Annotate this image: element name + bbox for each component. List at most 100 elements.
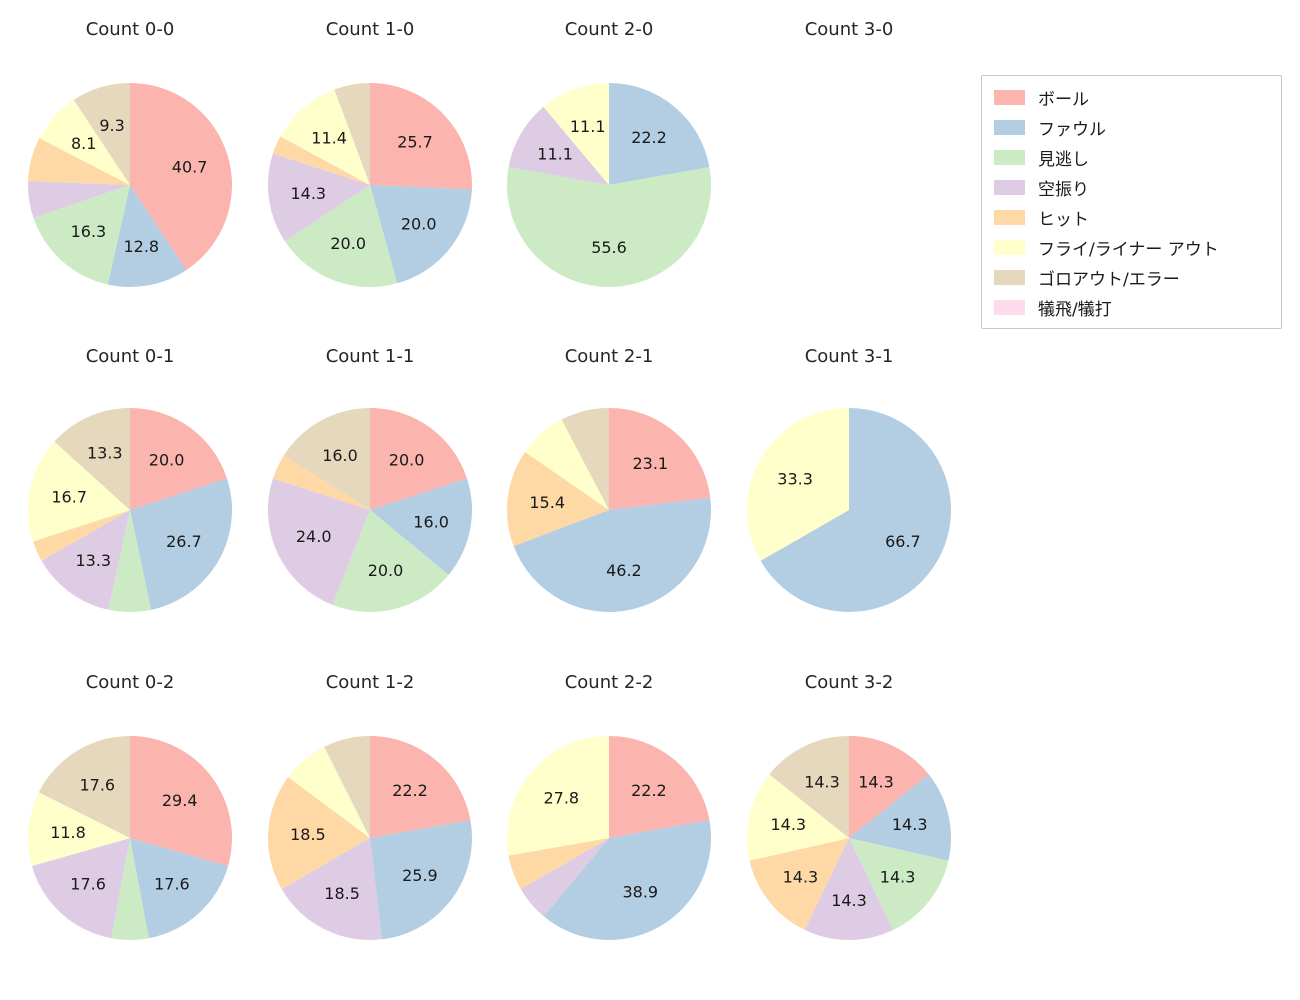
pie-slice-ball: [609, 408, 711, 510]
pie-slice-foul: [130, 478, 233, 610]
pie-slice-hit: [508, 838, 609, 890]
legend-item-foul: ファウル: [994, 116, 1269, 140]
pie-slice-value-label: 24.0: [296, 527, 332, 546]
pie-slice-value-label: 20.0: [330, 234, 366, 253]
pie-slice-ball: [130, 736, 233, 867]
chart-title-count-2-2: Count 2-2: [564, 672, 654, 693]
pie-slice-value-label: 18.5: [324, 884, 360, 903]
chart-title-count-0-1: Count 0-1: [85, 346, 175, 367]
pie-slice-value-label: 40.7: [172, 158, 208, 177]
pie-slice-value-label: 38.9: [622, 882, 658, 901]
pie-count-1-1: 20.0 16.0 20.0 24.0 16.0: [267, 408, 473, 613]
pie-slice-foul: [130, 838, 229, 939]
pie-slice-ball: [370, 408, 468, 510]
pie-slice-groundout-error: [769, 736, 849, 838]
chart-title-count-0-2: Count 0-2: [85, 672, 175, 693]
pie-count-2-1: 23.1 46.2 15.4: [507, 408, 712, 613]
pie-slice-value-label: 18.5: [290, 825, 326, 844]
legend-label-called-strike: 見逃し: [1038, 149, 1089, 170]
legend-swatch-sacrifice: [994, 299, 1025, 315]
pie-slice-foul: [849, 774, 951, 861]
pie-slice-ball: [609, 736, 710, 838]
pie-slice-ball: [370, 736, 471, 838]
chart-title-count-1-1: Count 1-1: [325, 346, 415, 367]
pie-slice-swinging-strike: [804, 838, 894, 941]
pie-slice-value-label: 16.0: [413, 512, 449, 531]
pie-slice-called-strike: [108, 510, 151, 613]
pie-count-1-2: 22.2 25.9 18.5 18.5: [268, 736, 472, 940]
pie-slice-foul: [513, 497, 712, 613]
pie-slice-value-label: 20.0: [401, 214, 437, 233]
pie-slice-value-label: 20.0: [149, 450, 185, 469]
chart-title-count-1-0: Count 1-0: [325, 19, 415, 40]
pie-slice-hit: [272, 136, 370, 185]
pie-slice-value-label: 66.7: [885, 532, 921, 551]
pie-slice-fly-liner-out: [747, 774, 849, 861]
pie-slice-fly-liner-out: [525, 419, 609, 510]
legend-swatch-hit: [994, 209, 1025, 225]
pie-slice-foul: [370, 478, 473, 576]
legend-label-foul: ファウル: [1038, 119, 1106, 140]
pie-slice-fly-liner-out: [27, 792, 130, 867]
pie-slice-value-label: 16.0: [322, 446, 358, 465]
pie-slice-value-label: 11.1: [537, 144, 573, 163]
pie-slice-value-label: 15.4: [529, 493, 565, 512]
pie-slice-swinging-strike: [508, 106, 609, 185]
pie-slice-groundout-error: [54, 408, 131, 510]
pie-count-3-2: 14.3 14.3 14.3 14.3 14.3 14.3 14.3: [747, 736, 951, 941]
pie-slice-value-label: 8.1: [71, 134, 96, 153]
pie-slice-swinging-strike: [520, 838, 609, 917]
pie-count-0-2: 29.4 17.6 17.6 11.8 17.6: [27, 736, 233, 941]
pie-slice-fly-liner-out: [288, 746, 370, 838]
pie-slice-value-label: 14.3: [804, 773, 840, 792]
chart-title-count-3-0: Count 3-0: [804, 19, 894, 40]
pie-slice-fly-liner-out: [280, 89, 370, 185]
legend-label-groundout-error: ゴロアウト/エラー: [1038, 269, 1180, 290]
pie-slice-swinging-strike: [281, 838, 382, 940]
pie-slice-swinging-strike: [41, 510, 130, 610]
pie-slice-fly-liner-out: [506, 736, 609, 856]
chart-title-count-1-2: Count 1-2: [325, 672, 415, 693]
pie-slice-value-label: 22.2: [392, 781, 428, 800]
pie-slice-value-label: 29.4: [162, 791, 198, 810]
legend-label-fly-liner-out: フライ/ライナー アウト: [1038, 239, 1219, 260]
pie-slice-foul: [760, 408, 952, 612]
pie-count-0-1: 20.0 26.7 13.3 16.7 13.3: [27, 408, 233, 613]
legend: ボール ファウル 見逃し 空振り ヒット フライ/ライナー アウト ゴロアウト/エラー 犠飛/…: [981, 75, 1282, 329]
chart-title-count-0-0: Count 0-0: [85, 19, 175, 40]
pie-slice-value-label: 11.1: [570, 117, 606, 136]
pie-slice-groundout-error: [283, 408, 370, 510]
legend-swatch-swinging-strike: [994, 179, 1025, 195]
pie-slice-value-label: 33.3: [777, 469, 813, 488]
pie-slice-value-label: 22.2: [631, 781, 667, 800]
pie-slice-swinging-strike: [267, 478, 370, 605]
pie-count-3-1: 66.7 33.3: [747, 408, 952, 612]
pie-slice-value-label: 25.7: [397, 133, 433, 152]
pie-count-2-2: 22.2 38.9 27.8: [506, 736, 711, 940]
pie-slice-value-label: 14.3: [290, 184, 326, 203]
pie-slice-foul: [609, 83, 710, 185]
pie-slice-value-label: 13.3: [75, 551, 111, 570]
pie-slice-hit: [507, 452, 609, 547]
pie-slice-value-label: 23.1: [632, 454, 668, 473]
pie-slice-fly-liner-out: [39, 99, 130, 185]
legend-label-swinging-strike: 空振り: [1038, 179, 1089, 200]
pie-slice-ball: [130, 83, 233, 271]
pie-slice-value-label: 14.3: [783, 867, 819, 886]
pie-slice-called-strike: [332, 510, 449, 613]
pie-slice-value-label: 9.3: [99, 116, 124, 135]
pie-slice-swinging-strike: [31, 838, 131, 939]
pie-slice-hit: [32, 510, 130, 561]
legend-item-groundout-error: ゴロアウト/エラー: [994, 266, 1269, 290]
pie-slice-groundout-error: [324, 736, 370, 838]
pie-slice-ball: [849, 736, 929, 838]
pie-slice-fly-liner-out: [543, 83, 609, 185]
pie-slice-value-label: 14.3: [892, 815, 928, 834]
pie-slice-value-label: 46.2: [606, 561, 642, 580]
pie-slice-foul: [370, 185, 472, 284]
pie-slice-called-strike: [33, 185, 130, 285]
pie-slice-called-strike: [284, 185, 398, 288]
pie-slice-ball: [130, 408, 228, 510]
pie-slice-value-label: 14.3: [831, 891, 867, 910]
pie-slice-foul: [543, 820, 711, 940]
